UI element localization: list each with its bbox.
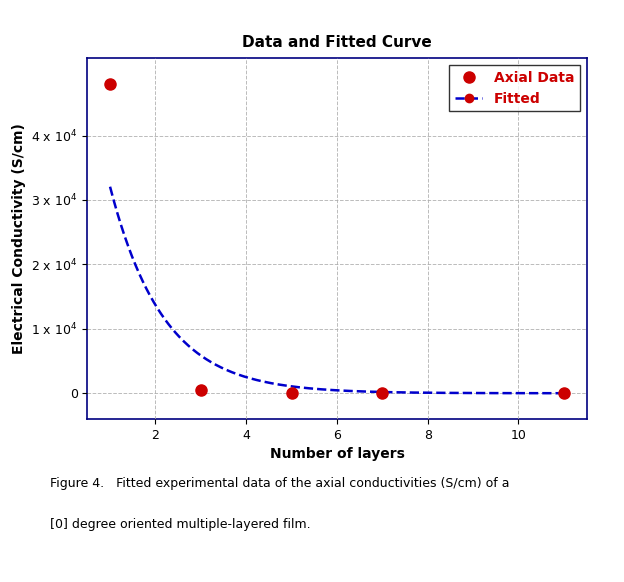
Y-axis label: Electrical Conductivity (S/cm): Electrical Conductivity (S/cm) — [12, 123, 26, 354]
Title: Data and Fitted Curve: Data and Fitted Curve — [242, 35, 432, 50]
Text: [0] degree oriented multiple-layered film.: [0] degree oriented multiple-layered fil… — [50, 518, 311, 531]
Text: Figure 4.   Fitted experimental data of the axial conductivities (S/cm) of a: Figure 4. Fitted experimental data of th… — [50, 477, 509, 490]
X-axis label: Number of layers: Number of layers — [270, 448, 404, 462]
Legend: Axial Data, Fitted: Axial Data, Fitted — [449, 65, 580, 111]
